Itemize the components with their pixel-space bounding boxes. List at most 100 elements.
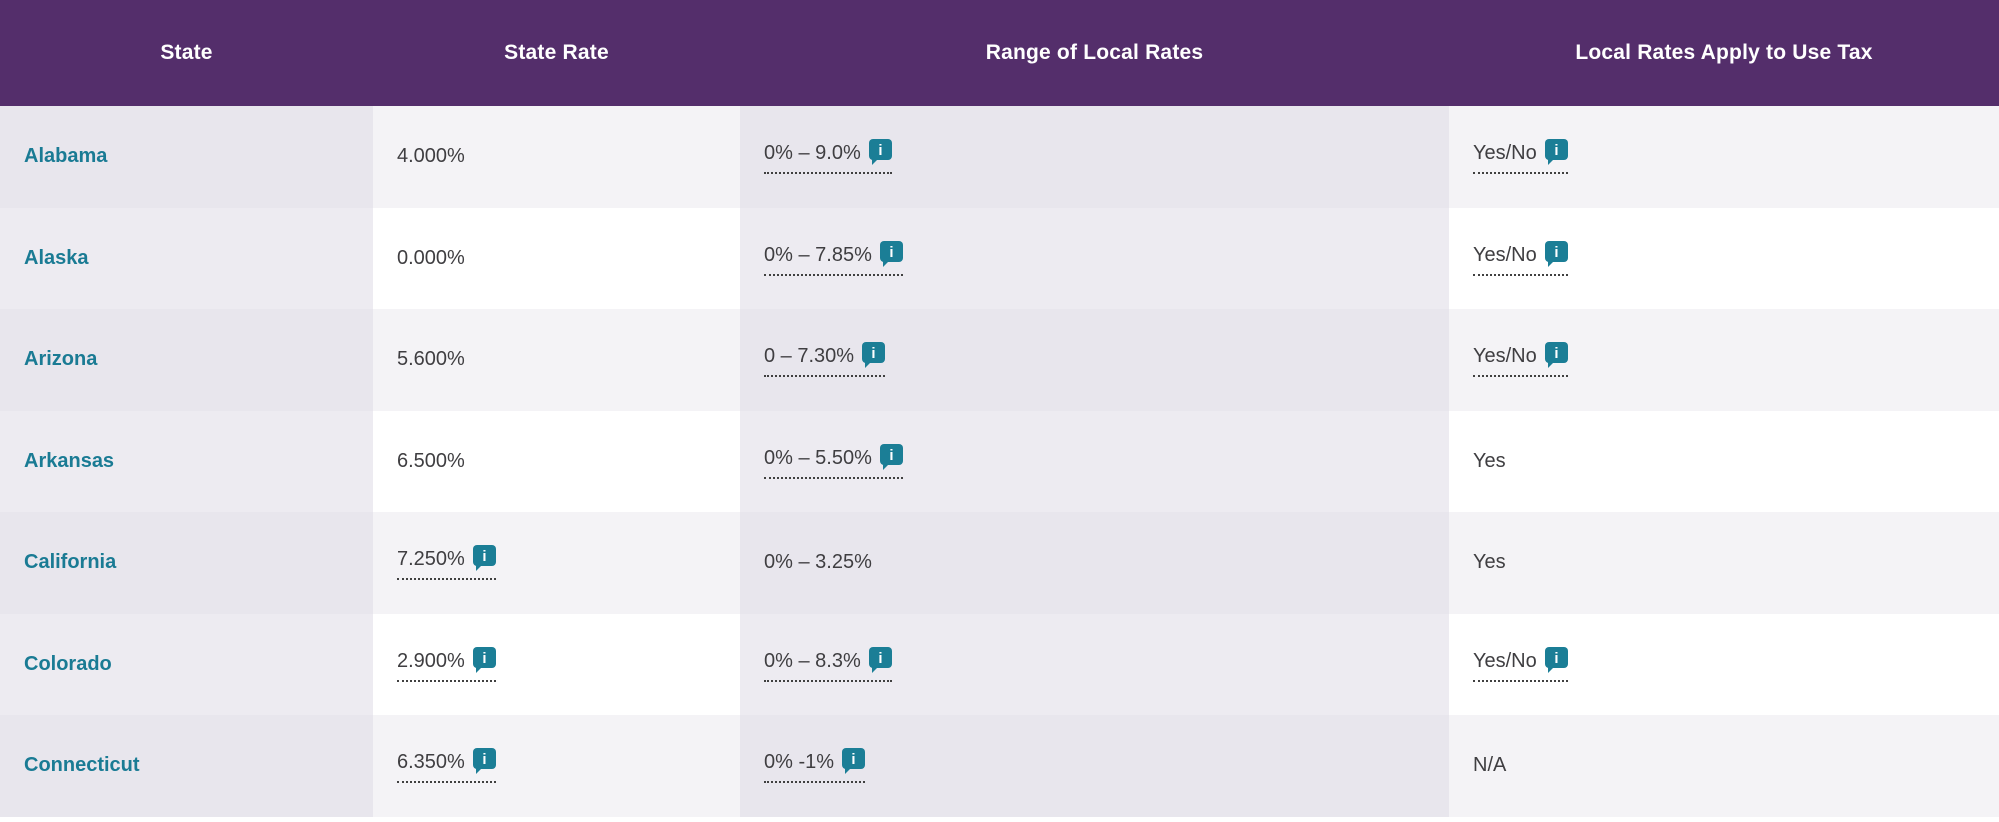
state-link[interactable]: Alabama — [24, 145, 108, 168]
use-tax-cell: N/A — [1449, 715, 1999, 817]
state-cell: Connecticut — [0, 715, 373, 817]
svg-text:i: i — [851, 751, 855, 768]
info-icon[interactable]: i — [879, 240, 903, 268]
info-icon[interactable]: i — [1544, 139, 1568, 166]
state-rate-value: 7.250% — [397, 548, 465, 571]
svg-text:i: i — [889, 244, 893, 261]
use-tax-value: N/A — [1473, 754, 1507, 777]
state-cell: Arizona — [0, 309, 373, 411]
local-rates-cell: 0% -1% i — [740, 715, 1449, 817]
local-rates-cell: 0% – 8.3% i — [740, 613, 1449, 715]
state-rate-cell: 6.350% i — [373, 715, 740, 817]
state-cell: Alaska — [0, 207, 373, 309]
local-rate-range-link[interactable]: 0% – 7.85% i — [764, 240, 903, 276]
state-rate-value: 2.900% — [397, 649, 465, 672]
info-icon[interactable]: i — [472, 545, 496, 572]
state-rate-link[interactable]: 6.350% i — [397, 748, 496, 784]
use-tax-value: Yes — [1473, 551, 1506, 574]
use-tax-cell: Yes — [1449, 410, 1999, 512]
svg-text:i: i — [871, 345, 875, 362]
use-tax-cell: Yes/No i — [1449, 309, 1999, 411]
use-tax-value: Yes/No — [1473, 142, 1537, 165]
info-icon[interactable]: i — [842, 748, 866, 775]
state-link[interactable]: Arkansas — [24, 449, 115, 472]
svg-text:i: i — [482, 650, 486, 667]
local-rates-cell: 0% – 7.85% i — [740, 207, 1449, 309]
use-tax-cell: Yes — [1449, 512, 1999, 614]
use-tax-link[interactable]: Yes/No i — [1473, 342, 1568, 378]
svg-text:i: i — [878, 650, 882, 667]
use-tax-cell: Yes/No i — [1449, 106, 1999, 208]
svg-text:i: i — [482, 751, 486, 768]
local-rate-range-value: 0% – 9.0% — [764, 142, 861, 165]
info-icon[interactable]: i — [1544, 342, 1568, 369]
table-row: California 7.250% i 0% – 3.25% Yes — [0, 512, 1999, 614]
local-rate-range-value: 0% – 8.3% — [764, 649, 861, 672]
state-cell: Alabama — [0, 106, 373, 208]
use-tax-link[interactable]: Yes/No i — [1473, 646, 1568, 682]
use-tax-link[interactable]: Yes/No i — [1473, 139, 1568, 175]
state-cell: California — [0, 512, 373, 614]
table-row: Arizona 5.600% 0 – 7.30% i Yes/No i — [0, 309, 1999, 411]
state-rate-cell: 6.500% — [373, 410, 740, 512]
state-link[interactable]: California — [24, 551, 117, 574]
local-rate-range-value: 0% -1% — [764, 751, 835, 774]
local-rate-range-link[interactable]: 0 – 7.30% i — [764, 342, 886, 378]
state-rate-cell: 7.250% i — [373, 512, 740, 614]
table-row: Alabama 4.000% 0% – 9.0% i Yes/No i — [0, 106, 1999, 208]
svg-text:i: i — [1554, 142, 1558, 159]
state-rate-cell: 4.000% — [373, 106, 740, 208]
table-row: Colorado 2.900% i 0% – 8.3% i Yes/No i — [0, 613, 1999, 715]
info-icon[interactable]: i — [1544, 646, 1568, 674]
state-link[interactable]: Alaska — [24, 246, 89, 269]
state-link[interactable]: Arizona — [24, 348, 98, 371]
info-icon[interactable]: i — [1544, 240, 1568, 268]
svg-text:i: i — [878, 142, 882, 159]
local-rates-cell: 0% – 9.0% i — [740, 106, 1449, 208]
state-rate-link[interactable]: 7.250% i — [397, 545, 496, 581]
state-rate-cell: 5.600% — [373, 309, 740, 411]
column-header-state-rate: State Rate — [504, 41, 609, 64]
info-icon[interactable]: i — [472, 748, 496, 775]
local-rate-range-value: 0% – 3.25% — [764, 551, 872, 574]
svg-text:i: i — [1554, 650, 1558, 667]
svg-text:i: i — [1554, 345, 1558, 362]
svg-text:i: i — [1554, 244, 1558, 261]
state-rate-cell: 2.900% i — [373, 613, 740, 715]
info-icon[interactable]: i — [868, 646, 892, 674]
use-tax-cell: Yes/No i — [1449, 207, 1999, 309]
use-tax-link[interactable]: Yes/No i — [1473, 240, 1568, 276]
local-rates-cell: 0% – 5.50% i — [740, 410, 1449, 512]
state-link[interactable]: Colorado — [24, 652, 112, 675]
info-icon[interactable]: i — [862, 342, 886, 369]
local-rates-cell: 0% – 3.25% — [740, 512, 1449, 614]
column-header-state: State — [160, 41, 213, 64]
local-rate-range-value: 0% – 7.85% — [764, 243, 872, 266]
use-tax-cell: Yes/No i — [1449, 613, 1999, 715]
table-row: Alaska 0.000% 0% – 7.85% i Yes/No i — [0, 207, 1999, 309]
state-cell: Colorado — [0, 613, 373, 715]
use-tax-value: Yes/No — [1473, 345, 1537, 368]
state-link[interactable]: Connecticut — [24, 754, 140, 777]
local-rate-range-link[interactable]: 0% – 8.3% i — [764, 646, 892, 682]
local-rate-range-link[interactable]: 0% – 9.0% i — [764, 139, 892, 175]
local-rate-range-link[interactable]: 0% -1% i — [764, 748, 866, 784]
state-rate-link[interactable]: 2.900% i — [397, 646, 496, 682]
svg-text:i: i — [482, 548, 486, 565]
use-tax-value: Yes/No — [1473, 649, 1537, 672]
local-rate-range-link[interactable]: 0% – 5.50% i — [764, 443, 903, 479]
state-rate-value: 4.000% — [397, 145, 465, 168]
state-rate-value: 6.350% — [397, 751, 465, 774]
svg-text:i: i — [889, 447, 893, 464]
info-icon[interactable]: i — [868, 139, 892, 166]
table-row: Arkansas 6.500% 0% – 5.50% i Yes — [0, 410, 1999, 512]
info-icon[interactable]: i — [879, 443, 903, 471]
table-row: Connecticut 6.350% i 0% -1% i N/A — [0, 715, 1999, 817]
state-rate-cell: 0.000% — [373, 207, 740, 309]
state-rate-value: 6.500% — [397, 449, 465, 472]
state-rate-value: 0.000% — [397, 246, 465, 269]
info-icon[interactable]: i — [472, 646, 496, 674]
local-rates-cell: 0 – 7.30% i — [740, 309, 1449, 411]
state-rate-value: 5.600% — [397, 348, 465, 371]
